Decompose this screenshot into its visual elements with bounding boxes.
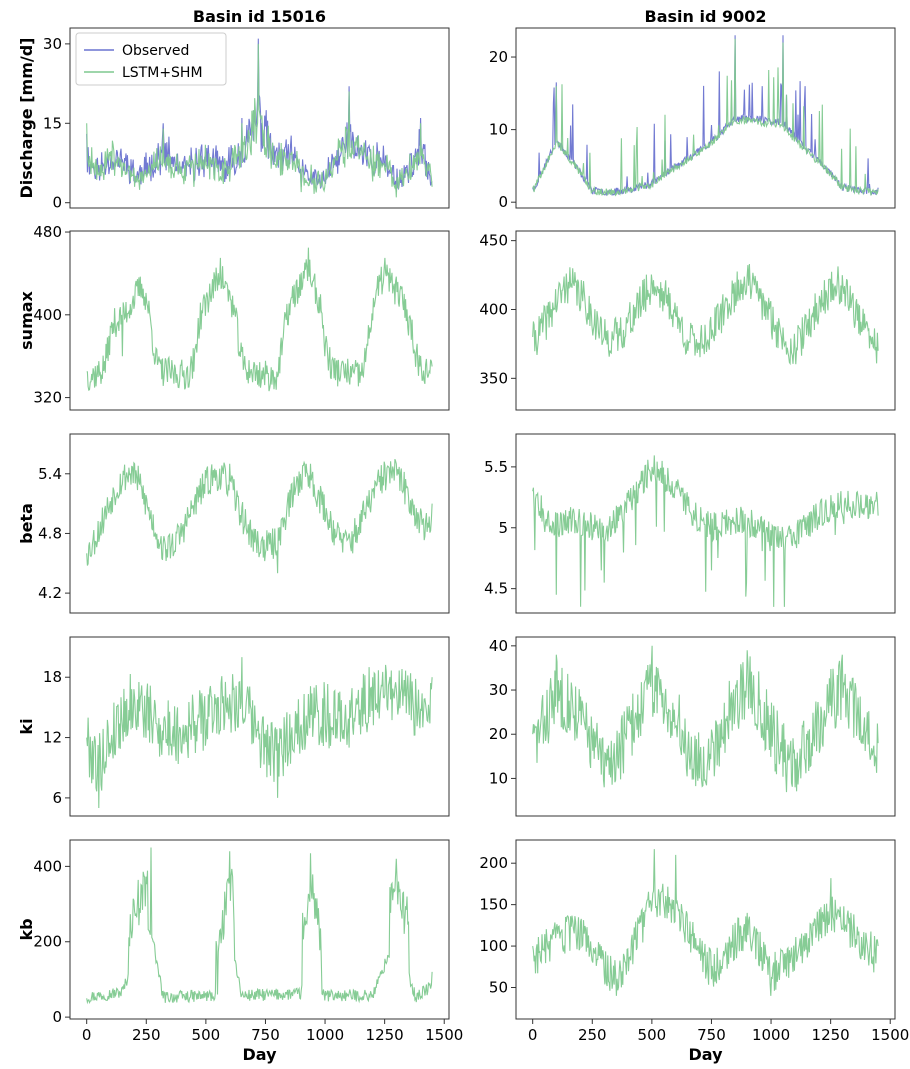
- y-tick-label: 5: [498, 519, 508, 537]
- x-axis-label: Day: [688, 1045, 723, 1064]
- y-axis-label: Discharge [mm/d]: [17, 38, 36, 199]
- axes-frame: [515, 636, 896, 817]
- x-tick-label: 1250: [812, 1026, 850, 1044]
- x-tick-label: 500: [638, 1026, 667, 1044]
- series-line-lstm_shm: [86, 847, 433, 1005]
- x-tick-label: 250: [132, 1026, 161, 1044]
- y-tick-label: 5.4: [38, 465, 62, 483]
- y-tick-label: 0: [498, 193, 508, 211]
- y-tick-label: 20: [489, 48, 508, 66]
- y-tick-label: 10: [489, 121, 508, 139]
- legend-entry: Observed: [122, 43, 189, 59]
- y-tick-label: 400: [33, 857, 62, 875]
- y-axis-label: kb: [17, 918, 36, 940]
- y-tick-label: 0: [52, 194, 62, 212]
- y-tick-label: 50: [489, 979, 508, 997]
- axes-frame: [69, 839, 450, 1020]
- panel-discharge-15016: 0 15 30 Basin id 15016 Discharge [mm/d] Obser…: [17, 7, 450, 212]
- x-tick-label: 1500: [871, 1026, 909, 1044]
- y-tick-label: 18: [43, 668, 62, 686]
- x-tick-label: 1250: [366, 1026, 404, 1044]
- y-tick-label: 200: [479, 854, 508, 872]
- x-tick-label: 1000: [306, 1026, 344, 1044]
- y-tick-label: 400: [479, 300, 508, 318]
- axes-frame: [515, 433, 896, 614]
- y-axis-label: ki: [17, 718, 36, 734]
- series-line-lstm_shm: [86, 247, 433, 392]
- y-tick-label: 5.5: [484, 458, 508, 476]
- series-line-lstm_shm: [86, 657, 433, 809]
- legend: Observed LSTM+SHM: [75, 32, 227, 86]
- panel-beta-9002: 4.5 5 5.5: [484, 433, 896, 614]
- panel-title: Basin id 15016: [193, 7, 326, 26]
- y-tick-label: 4.5: [484, 580, 508, 598]
- panel-kb-15016: 0 200 400 0 250 500 750 1000 1250 1500 kb Day: [17, 839, 463, 1064]
- panel-discharge-9002: 0 10 20 Basin id 9002: [489, 7, 896, 211]
- x-tick-label: 1000: [752, 1026, 790, 1044]
- panel-title: Basin id 9002: [645, 7, 767, 26]
- axes-frame: [515, 230, 896, 411]
- panel-ki-9002: 10 20 30 40: [489, 636, 896, 817]
- y-tick-label: 350: [479, 369, 508, 387]
- panel-sumax-15016: 320 400 480 sumax: [17, 223, 450, 411]
- y-tick-label: 20: [489, 725, 508, 743]
- y-tick-label: 30: [489, 681, 508, 699]
- y-tick-label: 15: [43, 114, 62, 132]
- y-tick-label: 320: [33, 389, 62, 407]
- x-tick-label: 0: [82, 1026, 92, 1044]
- x-tick-label: 0: [528, 1026, 538, 1044]
- series-line-lstm_shm: [86, 459, 433, 574]
- axes-frame: [69, 230, 450, 411]
- y-tick-label: 100: [479, 937, 508, 955]
- y-tick-label: 4.8: [38, 524, 62, 542]
- series-line-lstm_shm: [86, 43, 433, 198]
- axes-frame: [69, 27, 450, 209]
- y-tick-label: 150: [479, 896, 508, 914]
- y-tick-label: 30: [43, 35, 62, 53]
- y-tick-label: 200: [33, 933, 62, 951]
- y-axis-label: sumax: [17, 290, 36, 349]
- legend-entry: LSTM+SHM: [122, 65, 203, 81]
- x-tick-label: 750: [697, 1026, 726, 1044]
- axes-frame: [69, 433, 450, 614]
- y-tick-label: 10: [489, 769, 508, 787]
- axes-frame: [69, 636, 450, 817]
- y-tick-label: 4.2: [38, 584, 62, 602]
- axes-frame: [515, 27, 896, 209]
- panel-beta-15016: 4.2 4.8 5.4 beta: [17, 433, 450, 614]
- y-tick-label: 400: [33, 306, 62, 324]
- x-tick-label: 500: [192, 1026, 221, 1044]
- panel-sumax-9002: 350 400 450: [479, 230, 896, 411]
- y-tick-label: 0: [52, 1008, 62, 1026]
- x-axis-label: Day: [242, 1045, 277, 1064]
- y-axis-label: beta: [17, 503, 36, 544]
- y-tick-label: 12: [43, 729, 62, 747]
- x-tick-label: 1500: [425, 1026, 463, 1044]
- y-tick-label: 450: [479, 232, 508, 250]
- x-tick-label: 250: [578, 1026, 607, 1044]
- series-line-lstm_shm: [532, 263, 879, 366]
- series-line-lstm_shm: [532, 38, 879, 197]
- x-tick-label: 750: [251, 1026, 280, 1044]
- y-tick-label: 480: [33, 223, 62, 241]
- y-tick-label: 6: [52, 789, 62, 807]
- axes-frame: [515, 839, 896, 1020]
- series-line-lstm_shm: [532, 455, 879, 607]
- y-tick-label: 40: [489, 637, 508, 655]
- panel-kb-9002: 50 100 150 200 0 250 500 750 1000 1250 1500 Day: [479, 839, 909, 1064]
- series-line-lstm_shm: [532, 645, 879, 793]
- series-line-lstm_shm: [532, 849, 879, 996]
- panel-ki-15016: 6 12 18 ki: [17, 636, 450, 817]
